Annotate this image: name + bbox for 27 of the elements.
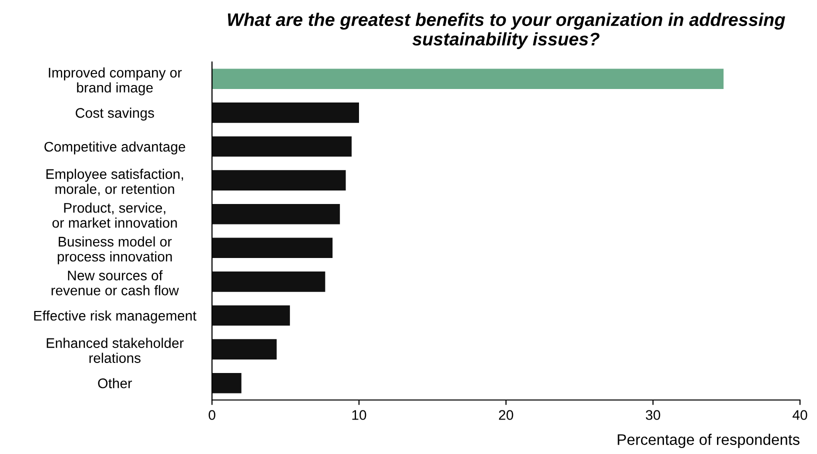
bar bbox=[212, 238, 333, 258]
x-axis-title: Percentage of respondents bbox=[618, 434, 800, 448]
bar bbox=[212, 339, 277, 360]
x-tick-label: 40 bbox=[792, 410, 808, 420]
y-tick-label: Other bbox=[98, 378, 132, 388]
bar bbox=[212, 136, 352, 157]
bar bbox=[212, 372, 242, 394]
bar bbox=[212, 305, 290, 326]
y-tick-label: New sources of revenue or cash flow bbox=[52, 270, 179, 296]
y-tick-label: Cost savings bbox=[76, 108, 154, 121]
y-tick-label: Product, service, or market innovation bbox=[52, 202, 177, 228]
bar bbox=[212, 102, 359, 123]
chart-title: What are the greatest benefits to your organization in addressing sustainability issues? bbox=[228, 12, 786, 50]
x-tick-label: 10 bbox=[352, 410, 366, 420]
x-tick-label: 20 bbox=[498, 410, 514, 420]
y-tick-label: Employee satisfaction, morale, or retention bbox=[46, 168, 184, 196]
y-tick-label: Enhanced stakeholder relations bbox=[46, 338, 184, 363]
y-tick-label: Effective risk management bbox=[34, 310, 196, 324]
x-tick-label: 0 bbox=[208, 410, 216, 420]
x-tick-label: 30 bbox=[646, 410, 660, 420]
y-tick-label: Competitive advantage bbox=[44, 141, 186, 154]
bar bbox=[212, 204, 340, 224]
bar bbox=[212, 272, 326, 292]
y-tick-label: Improved company or brand image bbox=[48, 67, 182, 96]
bar bbox=[212, 170, 346, 190]
y-tick-label: Business model or process innovation bbox=[58, 236, 172, 264]
bar bbox=[212, 68, 724, 90]
